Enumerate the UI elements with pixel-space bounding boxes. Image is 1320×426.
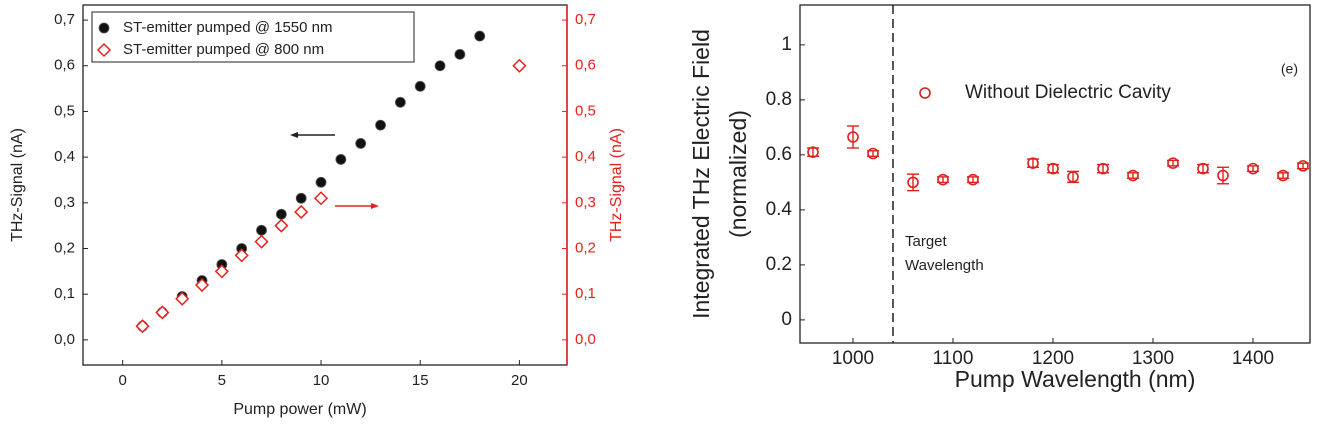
point bbox=[454, 48, 466, 60]
legend-marker bbox=[96, 42, 112, 58]
x-tick-label: 15 bbox=[412, 372, 429, 389]
point bbox=[847, 131, 859, 143]
point bbox=[512, 58, 527, 73]
y-tick-label: 0,1 bbox=[54, 285, 75, 302]
y2-tick-label: 0,5 bbox=[575, 102, 596, 119]
target-label: Target bbox=[905, 233, 948, 250]
x-tick-label: 1200 bbox=[1032, 348, 1074, 369]
point bbox=[807, 146, 819, 158]
point bbox=[294, 204, 309, 220]
point bbox=[313, 191, 329, 206]
x-tick-label: 10 bbox=[313, 372, 330, 389]
point bbox=[234, 248, 249, 263]
panel-label: (e) bbox=[1281, 61, 1298, 77]
y-axis-label: THz-Signal (nA) bbox=[9, 128, 26, 242]
y-tick-label: 0.2 bbox=[766, 254, 792, 275]
y-tick-label: 0,2 bbox=[54, 239, 75, 256]
point bbox=[375, 119, 386, 131]
point bbox=[335, 154, 347, 165]
point bbox=[1167, 157, 1179, 169]
x-tick-label: 1400 bbox=[1232, 348, 1274, 369]
target-label: Wavelength bbox=[905, 257, 984, 274]
x-tick-label: 1000 bbox=[832, 348, 874, 369]
x-tick-label: 0 bbox=[119, 372, 127, 389]
point bbox=[135, 319, 150, 334]
y2-tick-label: 0,4 bbox=[575, 148, 596, 165]
point bbox=[1047, 162, 1059, 175]
point bbox=[256, 224, 267, 236]
y-tick-label: 0,6 bbox=[54, 57, 75, 74]
y2-tick-label: 0,2 bbox=[575, 239, 596, 256]
y-tick-label: 0,0 bbox=[54, 331, 75, 348]
point bbox=[967, 173, 979, 186]
y-tick-label: 0.8 bbox=[766, 89, 792, 110]
y2-tick-label: 0,3 bbox=[575, 194, 596, 211]
y2-tick-label: 0,6 bbox=[575, 57, 596, 74]
point bbox=[214, 264, 229, 279]
point bbox=[155, 305, 170, 320]
x-axis-label: Pump power (mW) bbox=[233, 401, 366, 418]
y-axis-label: (normalized) bbox=[725, 110, 751, 238]
point bbox=[414, 80, 426, 92]
y-tick-label: 0,4 bbox=[54, 148, 75, 165]
point bbox=[295, 192, 307, 204]
point bbox=[175, 291, 190, 306]
point bbox=[275, 208, 287, 220]
y2-tick-label: 0,0 bbox=[575, 331, 596, 348]
point bbox=[1097, 162, 1109, 175]
point bbox=[1067, 171, 1079, 183]
point bbox=[907, 176, 919, 189]
point bbox=[1297, 160, 1309, 172]
legend-label: ST-emitter pumped @ 1550 nm bbox=[123, 19, 333, 36]
point bbox=[1127, 169, 1139, 182]
point bbox=[355, 138, 367, 149]
y2-tick-label: 0,7 bbox=[575, 11, 596, 28]
x-tick-label: 5 bbox=[218, 372, 226, 389]
point bbox=[1027, 157, 1039, 169]
y-tick-label: 0,5 bbox=[54, 102, 75, 119]
legend-label: Without Dielectric Cavity bbox=[965, 82, 1171, 103]
x-axis-label: Pump Wavelength (nm) bbox=[955, 366, 1196, 392]
plot-frame bbox=[799, 4, 1311, 344]
arrows bbox=[290, 132, 379, 209]
point bbox=[1197, 162, 1209, 175]
point bbox=[867, 147, 879, 160]
point bbox=[1217, 169, 1229, 182]
point bbox=[194, 277, 210, 293]
point bbox=[274, 218, 289, 233]
y-tick-label: 0.6 bbox=[766, 144, 792, 165]
point bbox=[474, 30, 486, 42]
y-tick-label: 0 bbox=[781, 309, 792, 330]
y-tick-label: 1 bbox=[781, 34, 792, 55]
point bbox=[394, 96, 406, 108]
y-tick-label: 0,3 bbox=[54, 194, 75, 211]
x-tick-label: 20 bbox=[511, 372, 528, 389]
legend-marker bbox=[919, 87, 931, 99]
x-tick-label: 1100 bbox=[933, 348, 974, 369]
point bbox=[434, 60, 446, 72]
y-axis-label: Integrated THz Electric Field bbox=[688, 29, 714, 319]
legend-marker bbox=[98, 22, 110, 34]
legend-box bbox=[91, 11, 415, 63]
y2-tick-label: 0,1 bbox=[575, 285, 596, 302]
arrow-head bbox=[371, 203, 379, 209]
y-tick-label: 0.4 bbox=[766, 199, 793, 220]
point bbox=[254, 234, 269, 249]
point bbox=[315, 176, 327, 188]
y2-axis-label: THz-Signal (nA) bbox=[608, 128, 625, 242]
legend-label: ST-emitter pumped @ 800 nm bbox=[123, 41, 324, 58]
point bbox=[937, 173, 949, 186]
y-tick-label: 0,7 bbox=[54, 11, 75, 28]
point bbox=[1277, 169, 1289, 182]
x-tick-label: 1300 bbox=[1132, 348, 1174, 369]
arrow-head bbox=[290, 132, 298, 138]
point bbox=[1247, 162, 1259, 175]
